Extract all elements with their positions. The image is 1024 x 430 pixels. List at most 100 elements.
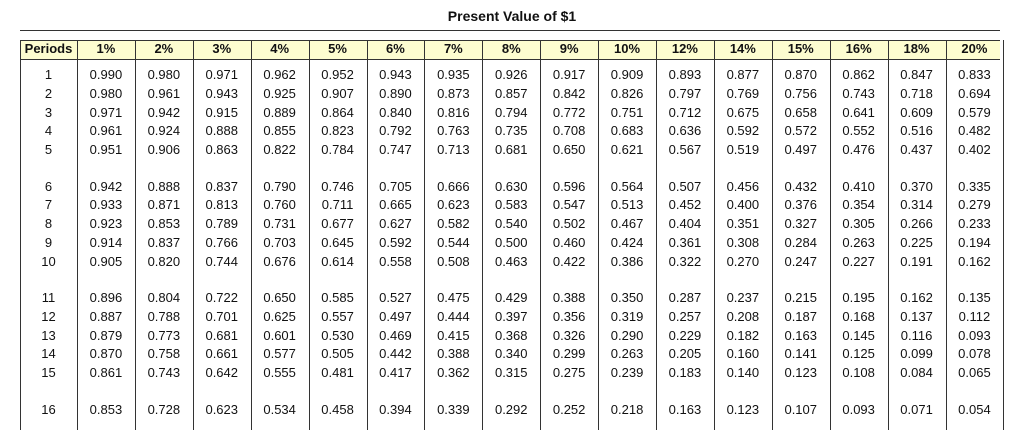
value-cell: 0.237 xyxy=(726,290,760,305)
value-cell: 0.266 xyxy=(900,216,933,232)
value-cell: 0.630 xyxy=(494,178,528,194)
value-cell: 0.456 xyxy=(726,178,760,194)
column-header: 1% xyxy=(96,41,116,56)
value-cell: 0.162 xyxy=(900,290,933,305)
value-cell: 0.758 xyxy=(147,346,181,362)
column-border xyxy=(482,40,484,430)
value-cell: 0.942 xyxy=(147,104,181,120)
period-cell: 14 xyxy=(41,346,56,362)
value-cell: 0.552 xyxy=(842,123,875,139)
value-cell: 0.475 xyxy=(437,290,470,305)
value-cell: 0.857 xyxy=(494,85,528,101)
value-cell: 0.917 xyxy=(552,67,586,82)
value-cell: 0.497 xyxy=(379,308,412,324)
value-cell: 0.424 xyxy=(610,234,644,250)
value-cell: 0.792 xyxy=(379,123,412,139)
value-cell: 0.540 xyxy=(494,216,528,232)
value-cell: 0.463 xyxy=(494,253,528,269)
column-header: 4% xyxy=(270,41,290,56)
value-cell: 0.942 xyxy=(89,178,123,194)
value-cell: 0.853 xyxy=(89,401,123,417)
value-cell: 0.722 xyxy=(205,290,239,305)
value-cell: 0.065 xyxy=(958,365,991,381)
column-border xyxy=(308,40,310,430)
value-cell: 0.650 xyxy=(552,142,586,158)
value-cell: 0.452 xyxy=(668,197,702,213)
column-border xyxy=(771,40,773,430)
value-cell: 0.905 xyxy=(89,253,123,269)
value-cell: 0.790 xyxy=(263,178,296,194)
value-cell: 0.943 xyxy=(379,67,412,82)
value-cell: 0.577 xyxy=(263,346,296,362)
value-cell: 0.907 xyxy=(321,85,354,101)
value-cell: 0.971 xyxy=(205,67,239,82)
value-cell: 0.361 xyxy=(668,234,702,250)
value-cell: 0.141 xyxy=(784,346,818,362)
period-cell: 7 xyxy=(44,197,53,213)
value-cell: 0.676 xyxy=(263,253,296,269)
value-cell: 0.208 xyxy=(726,308,760,324)
value-cell: 0.287 xyxy=(668,290,702,305)
column-border xyxy=(424,40,426,430)
value-cell: 0.951 xyxy=(89,142,123,158)
value-cell: 0.683 xyxy=(610,123,644,139)
value-cell: 0.871 xyxy=(147,197,181,213)
value-cell: 0.847 xyxy=(900,67,933,82)
value-cell: 0.694 xyxy=(958,85,991,101)
value-cell: 0.923 xyxy=(89,216,123,232)
value-cell: 0.746 xyxy=(321,178,354,194)
value-cell: 0.410 xyxy=(842,178,875,194)
value-cell: 0.990 xyxy=(89,67,123,82)
value-cell: 0.394 xyxy=(379,401,412,417)
value-cell: 0.163 xyxy=(784,327,818,343)
value-cell: 0.339 xyxy=(437,401,470,417)
value-cell: 0.650 xyxy=(263,290,296,305)
value-cell: 0.980 xyxy=(147,67,181,82)
value-cell: 0.601 xyxy=(263,327,296,343)
value-cell: 0.804 xyxy=(147,290,181,305)
value-cell: 0.135 xyxy=(958,290,991,305)
period-cell: 3 xyxy=(44,104,53,120)
value-cell: 0.335 xyxy=(958,178,991,194)
value-cell: 0.376 xyxy=(784,197,818,213)
value-cell: 0.596 xyxy=(552,178,586,194)
value-cell: 0.107 xyxy=(784,401,818,417)
value-cell: 0.840 xyxy=(379,104,412,120)
value-cell: 0.370 xyxy=(900,178,933,194)
value-cell: 0.962 xyxy=(263,67,296,82)
value-cell: 0.460 xyxy=(552,234,586,250)
value-cell: 0.508 xyxy=(437,253,470,269)
value-cell: 0.837 xyxy=(147,234,181,250)
value-cell: 0.397 xyxy=(494,308,528,324)
value-cell: 0.123 xyxy=(784,365,818,381)
value-cell: 0.853 xyxy=(147,216,181,232)
value-cell: 0.084 xyxy=(900,365,933,381)
value-cell: 0.422 xyxy=(552,253,586,269)
value-cell: 0.308 xyxy=(726,234,760,250)
value-cell: 0.168 xyxy=(842,308,875,324)
value-cell: 0.943 xyxy=(205,85,239,101)
period-cell: 8 xyxy=(44,216,53,232)
value-cell: 0.661 xyxy=(205,346,239,362)
value-cell: 0.879 xyxy=(89,327,123,343)
value-cell: 0.893 xyxy=(668,67,702,82)
value-cell: 0.519 xyxy=(726,142,760,158)
value-cell: 0.980 xyxy=(89,85,123,101)
value-cell: 0.544 xyxy=(437,234,470,250)
value-cell: 0.583 xyxy=(494,197,528,213)
value-cell: 0.482 xyxy=(958,123,991,139)
value-cell: 0.579 xyxy=(958,104,991,120)
value-cell: 0.826 xyxy=(610,85,644,101)
value-cell: 0.558 xyxy=(379,253,412,269)
value-cell: 0.567 xyxy=(668,142,702,158)
column-header: 6% xyxy=(386,41,405,56)
value-cell: 0.292 xyxy=(494,401,528,417)
column-border xyxy=(134,40,136,430)
value-cell: 0.890 xyxy=(379,85,412,101)
value-cell: 0.816 xyxy=(437,104,470,120)
value-cell: 0.093 xyxy=(958,327,991,343)
value-cell: 0.731 xyxy=(263,216,296,232)
value-cell: 0.218 xyxy=(610,401,644,417)
value-cell: 0.743 xyxy=(842,85,875,101)
value-cell: 0.935 xyxy=(437,67,470,82)
